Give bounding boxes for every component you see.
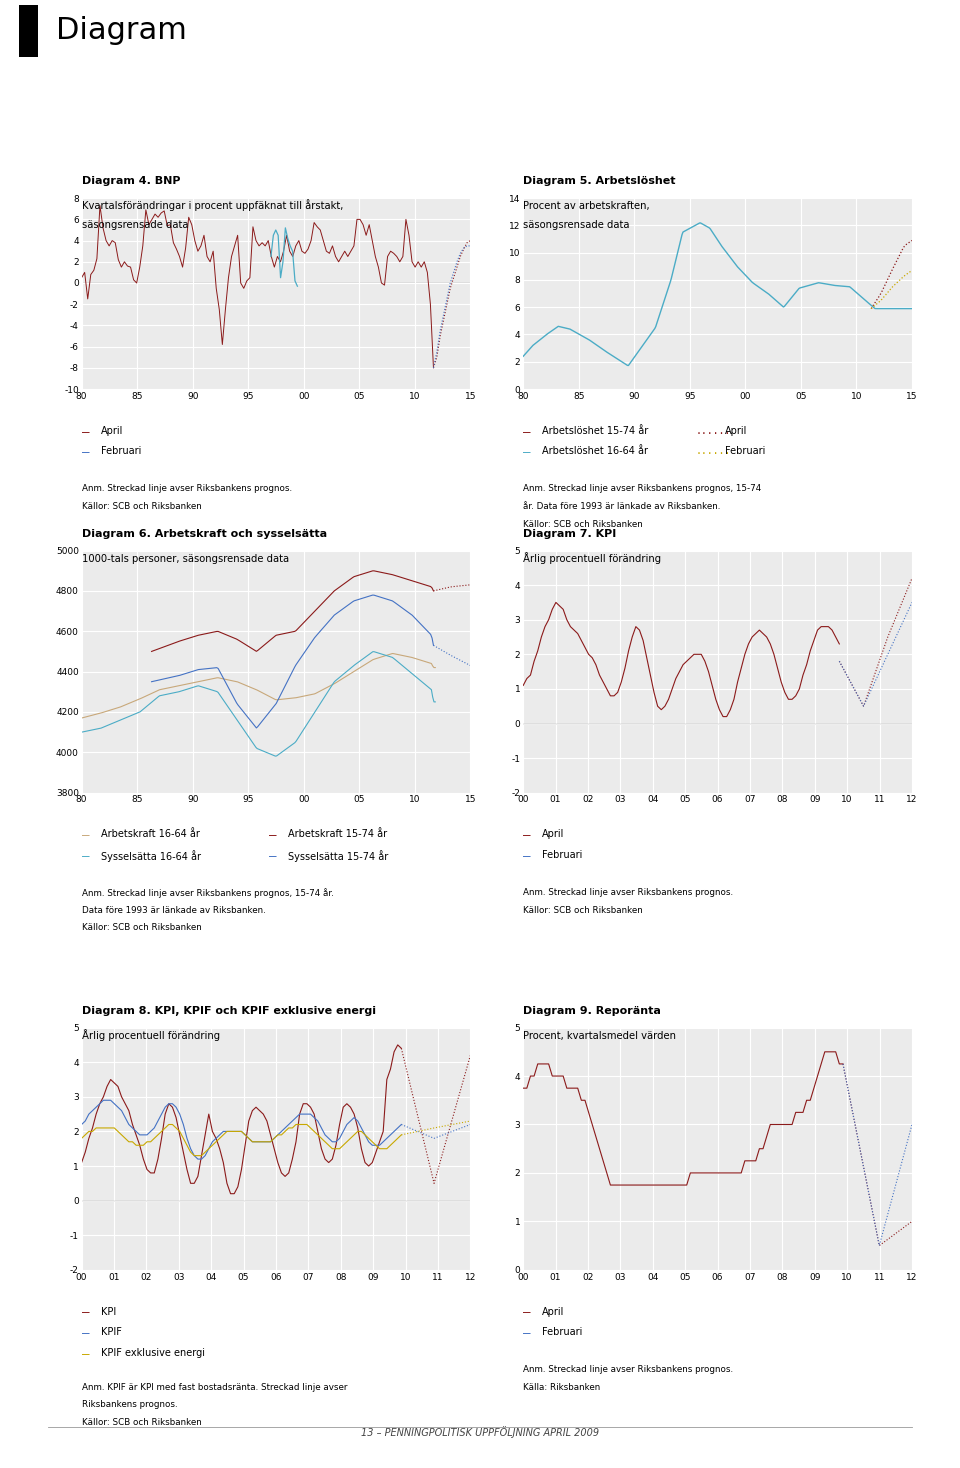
Text: Källor: SCB och Riksbanken: Källor: SCB och Riksbanken bbox=[82, 502, 202, 511]
Text: —: — bbox=[82, 1348, 89, 1361]
Text: Data före 1993 är länkade av Riksbanken.: Data före 1993 är länkade av Riksbanken. bbox=[82, 906, 265, 915]
Text: —: — bbox=[82, 446, 89, 459]
Text: April: April bbox=[542, 1307, 564, 1317]
Text: ......: ...... bbox=[696, 446, 732, 457]
Text: —: — bbox=[82, 850, 89, 863]
Text: KPIF exklusive energi: KPIF exklusive energi bbox=[101, 1348, 204, 1358]
Text: —: — bbox=[523, 1327, 531, 1340]
Text: Arbetskraft 15-74 år: Arbetskraft 15-74 år bbox=[288, 829, 387, 840]
Text: —: — bbox=[523, 446, 531, 459]
Text: Diagram 6. Arbetskraft och sysselsätta: Diagram 6. Arbetskraft och sysselsätta bbox=[82, 528, 326, 539]
Text: Källor: SCB och Riksbanken: Källor: SCB och Riksbanken bbox=[82, 1418, 202, 1427]
Text: Källor: SCB och Riksbanken: Källor: SCB och Riksbanken bbox=[523, 906, 643, 915]
Text: —: — bbox=[269, 850, 276, 863]
Text: —: — bbox=[523, 829, 531, 843]
Text: Årlig procentuell förändring: Årlig procentuell förändring bbox=[82, 1029, 220, 1041]
Text: Arbetslöshet 16-64 år: Arbetslöshet 16-64 år bbox=[542, 446, 648, 457]
Text: Februari: Februari bbox=[542, 1327, 583, 1337]
Text: Arbetslöshet 15-74 år: Arbetslöshet 15-74 år bbox=[542, 426, 649, 436]
Text: —: — bbox=[269, 829, 276, 843]
Text: Diagram 5. Arbetslöshet: Diagram 5. Arbetslöshet bbox=[523, 176, 676, 186]
Text: säsongsrensade data: säsongsrensade data bbox=[523, 220, 630, 230]
Text: Februari: Februari bbox=[725, 446, 765, 457]
Text: Anm. KPIF är KPI med fast bostadsränta. Streckad linje avser: Anm. KPIF är KPI med fast bostadsränta. … bbox=[82, 1383, 348, 1392]
Text: April: April bbox=[542, 829, 564, 840]
Text: Årlig procentuell förändring: Årlig procentuell förändring bbox=[523, 552, 661, 564]
Text: April: April bbox=[725, 426, 747, 436]
Text: Diagram 8. KPI, KPIF och KPIF exklusive energi: Diagram 8. KPI, KPIF och KPIF exklusive … bbox=[82, 1006, 375, 1016]
Text: Diagram 4. BNP: Diagram 4. BNP bbox=[82, 176, 180, 186]
Text: —: — bbox=[523, 850, 531, 863]
Text: April: April bbox=[101, 426, 123, 436]
Text: Riksbankens prognos.: Riksbankens prognos. bbox=[82, 1400, 178, 1409]
Text: Diagram 9. Reporänta: Diagram 9. Reporänta bbox=[523, 1006, 661, 1016]
Text: Anm. Streckad linje avser Riksbankens prognos.: Anm. Streckad linje avser Riksbankens pr… bbox=[523, 1365, 733, 1374]
Text: —: — bbox=[82, 426, 89, 439]
Text: ......: ...... bbox=[696, 426, 732, 436]
Text: KPIF: KPIF bbox=[101, 1327, 122, 1337]
Text: Anm. Streckad linje avser Riksbankens prognos, 15-74: Anm. Streckad linje avser Riksbankens pr… bbox=[523, 484, 761, 493]
Text: Februari: Februari bbox=[101, 446, 141, 457]
Text: år. Data före 1993 är länkade av Riksbanken.: år. Data före 1993 är länkade av Riksban… bbox=[523, 502, 721, 511]
Text: Arbetskraft 16-64 år: Arbetskraft 16-64 år bbox=[101, 829, 200, 840]
Text: säsongsrensade data: säsongsrensade data bbox=[82, 220, 188, 230]
Text: —: — bbox=[523, 1307, 531, 1320]
Text: Sysselsätta 16-64 år: Sysselsätta 16-64 år bbox=[101, 850, 201, 862]
Text: Anm. Streckad linje avser Riksbankens prognos.: Anm. Streckad linje avser Riksbankens pr… bbox=[82, 484, 292, 493]
Text: —: — bbox=[523, 426, 531, 439]
Text: —: — bbox=[82, 829, 89, 843]
Text: 1000-tals personer, säsongsrensade data: 1000-tals personer, säsongsrensade data bbox=[82, 553, 289, 564]
Bar bbox=[19, 4, 38, 57]
Text: Kvartalsförändringar i procent uppfäknat till årstakt,: Kvartalsförändringar i procent uppfäknat… bbox=[82, 200, 343, 211]
Text: Källor: SCB och Riksbanken: Källor: SCB och Riksbanken bbox=[523, 520, 643, 528]
Text: Diagram 7. KPI: Diagram 7. KPI bbox=[523, 528, 616, 539]
Text: —: — bbox=[82, 1327, 89, 1340]
Text: Anm. Streckad linje avser Riksbankens prognos, 15-74 år.: Anm. Streckad linje avser Riksbankens pr… bbox=[82, 888, 333, 898]
Text: 13 – PENNINGPOLITISK UPPFÖLJNING APRIL 2009: 13 – PENNINGPOLITISK UPPFÖLJNING APRIL 2… bbox=[361, 1425, 599, 1437]
Text: Procent av arbetskraften,: Procent av arbetskraften, bbox=[523, 201, 650, 211]
Text: Procent, kvartalsmedel värden: Procent, kvartalsmedel värden bbox=[523, 1031, 676, 1041]
Text: Källor: SCB och Riksbanken: Källor: SCB och Riksbanken bbox=[82, 923, 202, 932]
Text: Källa: Riksbanken: Källa: Riksbanken bbox=[523, 1383, 600, 1392]
Text: Februari: Februari bbox=[542, 850, 583, 860]
Text: Anm. Streckad linje avser Riksbankens prognos.: Anm. Streckad linje avser Riksbankens pr… bbox=[523, 888, 733, 897]
Text: KPI: KPI bbox=[101, 1307, 116, 1317]
Text: Diagram: Diagram bbox=[56, 16, 186, 46]
Text: —: — bbox=[82, 1307, 89, 1320]
Text: Sysselsätta 15-74 år: Sysselsätta 15-74 år bbox=[288, 850, 388, 862]
